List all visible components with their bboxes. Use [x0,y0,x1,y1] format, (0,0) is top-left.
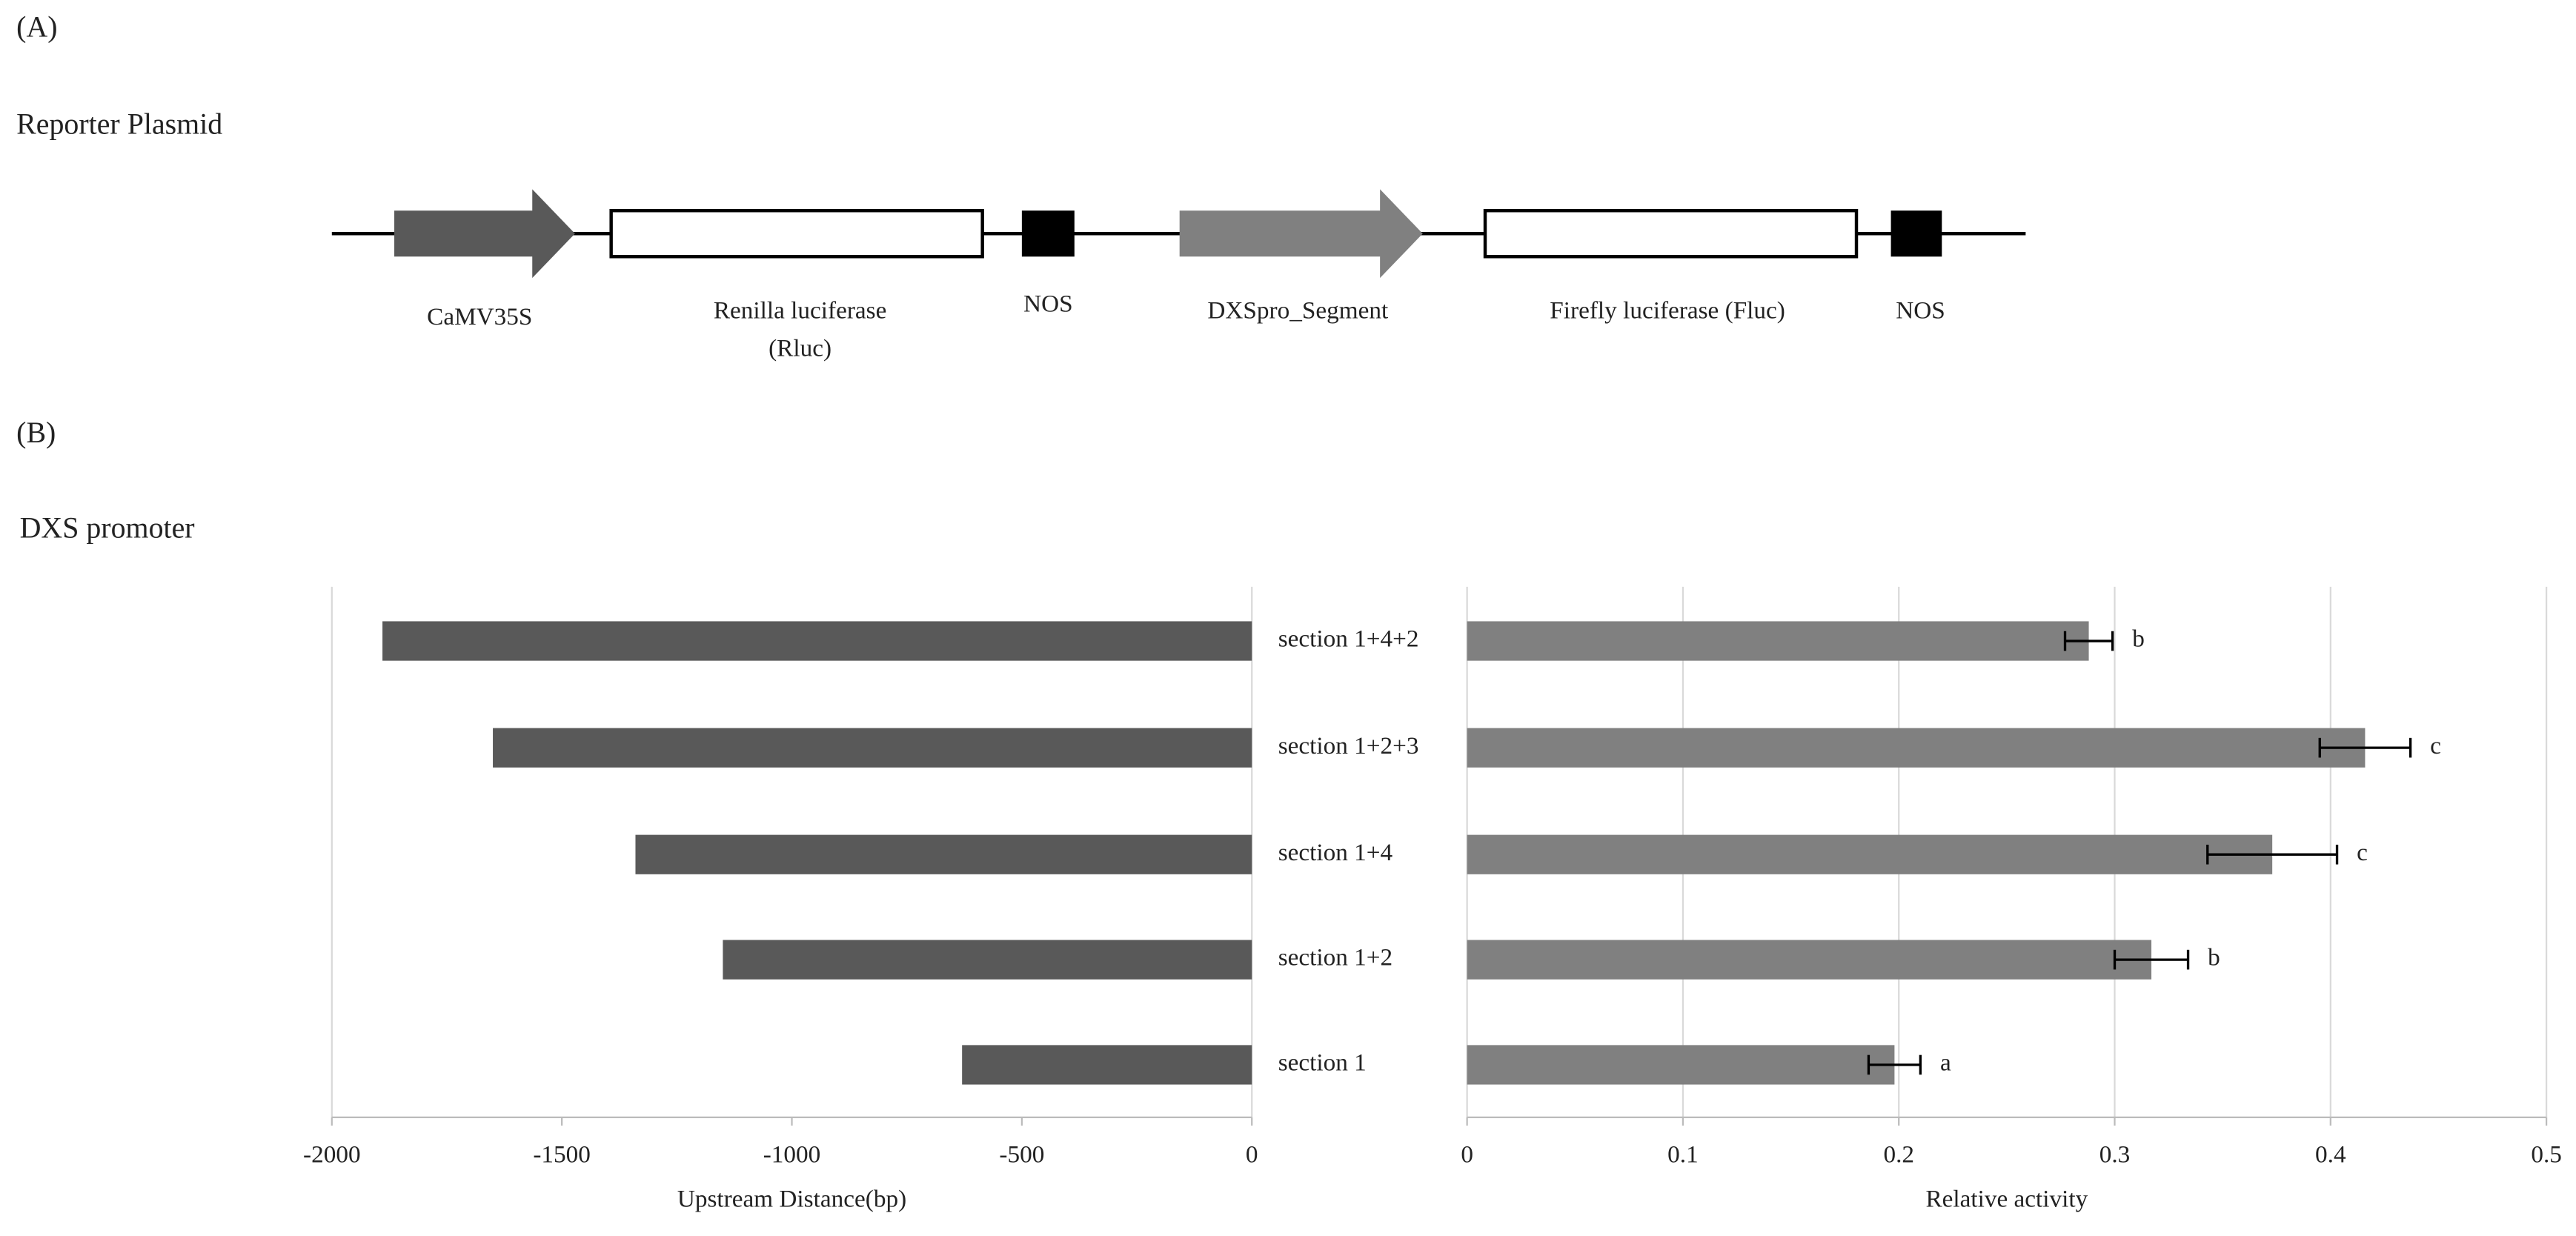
bar [382,621,1252,661]
bar [723,940,1252,980]
bar [493,728,1252,768]
x-tick-label: -1500 [533,1141,591,1169]
bar [1467,940,2152,980]
x-axis-title: Relative activity [1925,1186,2088,1213]
x-tick-label: 0 [1246,1141,1258,1169]
promoter-arrow [1179,189,1423,279]
element-label: Renilla luciferase [714,296,887,324]
gene-box [1483,209,1859,259]
category-label: section 1+4 [1278,839,1393,866]
bar [635,834,1252,874]
x-tick-label: 0.1 [1667,1141,1699,1169]
element-label: CaMV35S [427,303,532,330]
x-tick-label: 0.3 [2099,1141,2131,1169]
element-label: DXSpro_Segment [1207,296,1389,324]
bar [1467,621,2089,661]
panel-title: DXS promoter [20,511,195,545]
significance-letter: c [2430,732,2441,760]
category-label: section 1+4+2 [1278,625,1419,653]
panel-label: (A) [16,10,57,44]
bar [962,1045,1252,1085]
category-label: section 1+2 [1278,944,1393,971]
significance-letter: c [2357,839,2368,866]
element-label: (Rluc) [769,334,831,362]
significance-letter: a [1940,1049,1951,1077]
bar [1467,834,2273,874]
panel-title: Reporter Plasmid [16,107,222,140]
element-label: NOS [1023,290,1073,317]
bar [1467,728,2366,768]
x-tick-label: 0.4 [2315,1141,2346,1169]
x-tick-label: 0.2 [1883,1141,1914,1169]
gene-box [609,209,984,259]
element-label: Firefly luciferase (Fluc) [1550,296,1785,324]
significance-letter: b [2208,944,2220,971]
terminator [1890,210,1942,257]
x-tick-label: -1000 [763,1141,821,1169]
x-axis-title: Upstream Distance(bp) [677,1186,906,1213]
x-tick-label: -2000 [303,1141,361,1169]
significance-letter: b [2132,625,2145,653]
element-label: NOS [1896,296,1945,324]
terminator [1021,210,1075,257]
x-tick-label: 0.5 [2531,1141,2562,1169]
bar [1467,1045,1895,1085]
promoter-arrow [394,189,575,279]
category-label: section 1+2+3 [1278,732,1419,760]
category-label: section 1 [1278,1049,1367,1077]
panel-label: (B) [16,416,56,449]
x-tick-label: -500 [999,1141,1044,1169]
x-tick-label: 0 [1461,1141,1473,1169]
